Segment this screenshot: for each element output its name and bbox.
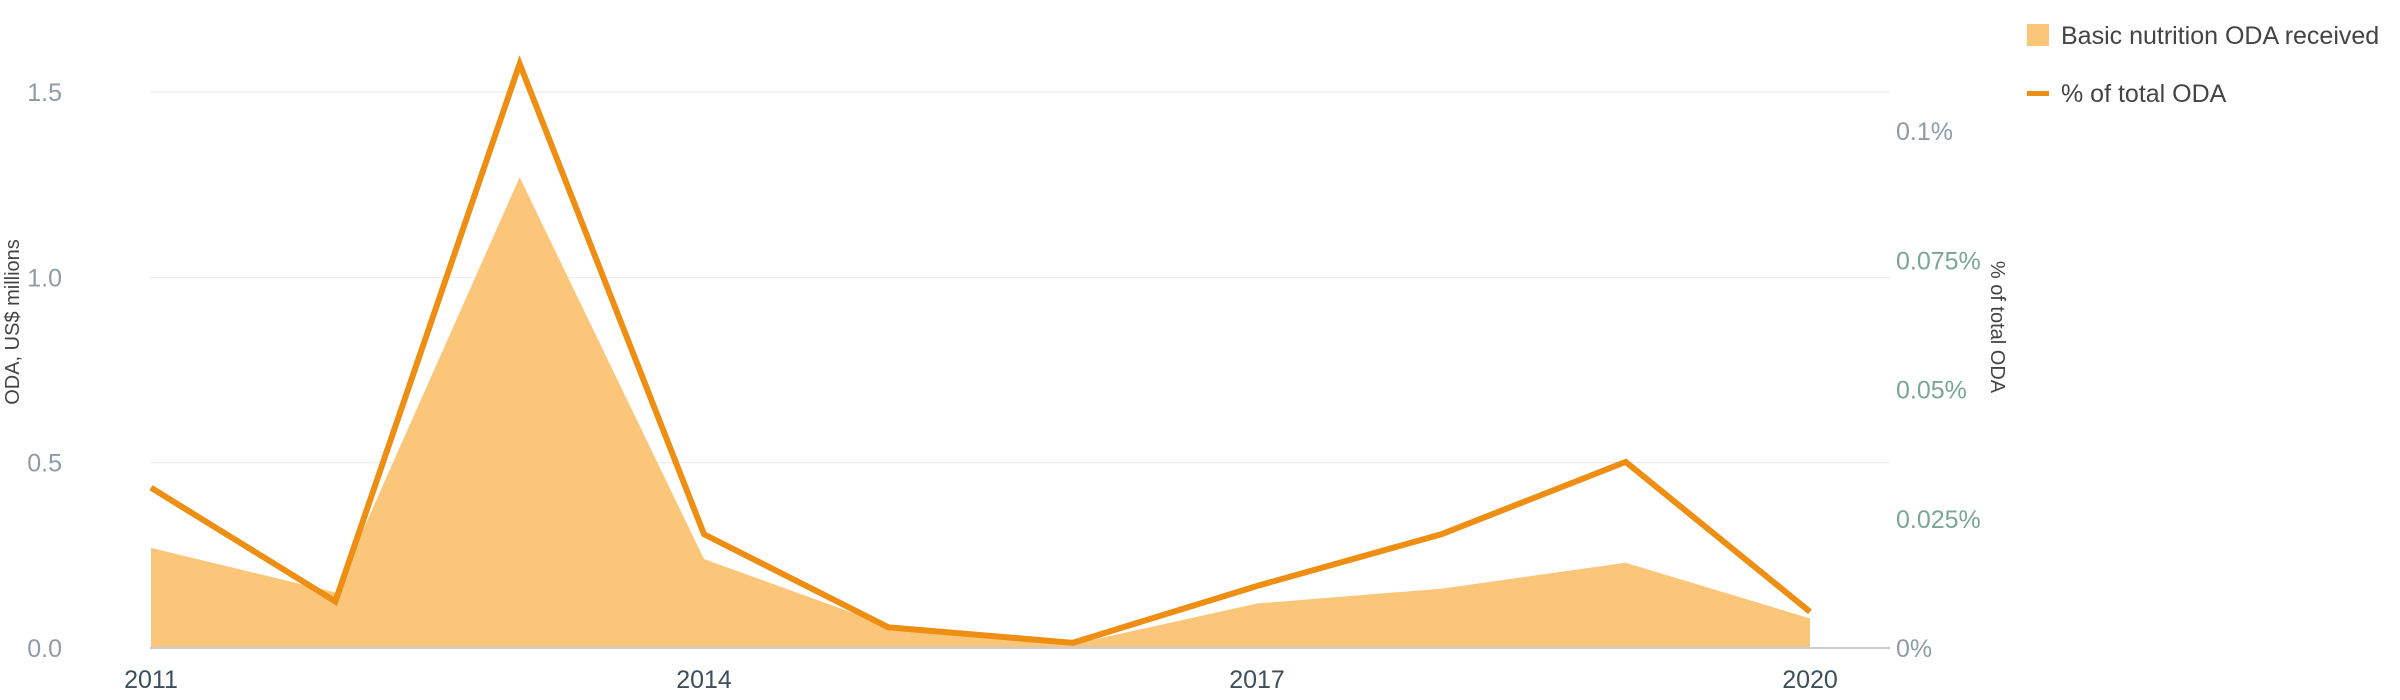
y-right-tick-label: 0.1%: [1896, 118, 1953, 146]
x-tick-label: 2020: [1782, 666, 1838, 694]
x-tick-label: 2014: [676, 666, 732, 694]
y-axis-right-title: % of total ODA: [1986, 261, 2008, 394]
y-left-tick-label: 0.0: [27, 635, 62, 663]
legend-swatch-line[interactable]: [2027, 91, 2049, 96]
y-right-tick-label: 0.075%: [1896, 247, 1981, 275]
y-right-tick-label: 0.025%: [1896, 506, 1981, 534]
y-right-tick-label: 0.05%: [1896, 377, 1967, 405]
x-tick-label: 2011: [124, 666, 178, 694]
y-left-tick-label: 1.0: [27, 264, 62, 292]
axes: ODA, US$ millions % of total ODA 0.0 0.5 1…: [2, 79, 2008, 694]
line-series: [149, 55, 1812, 646]
legend-label-area[interactable]: Basic nutrition ODA received: [2061, 22, 2379, 50]
grid-lines: [150, 91, 1890, 464]
y-axis-left-title: ODA, US$ millions: [2, 239, 24, 405]
y-left-tick-label: 0.5: [27, 450, 62, 478]
x-tick-label: 2017: [1229, 666, 1285, 694]
legend-swatch-area[interactable]: [2027, 24, 2049, 46]
area-basic-nutrition-oda: [151, 177, 1810, 648]
legend-label-line[interactable]: % of total ODA: [2061, 80, 2227, 108]
y-right-tick-label: 0%: [1896, 635, 1932, 663]
legend: Basic nutrition ODA received % of total …: [2027, 22, 2379, 108]
y-left-tick-label: 1.5: [27, 79, 62, 107]
line-pct-total-oda: [149, 55, 1812, 646]
area-series: [151, 177, 1810, 648]
